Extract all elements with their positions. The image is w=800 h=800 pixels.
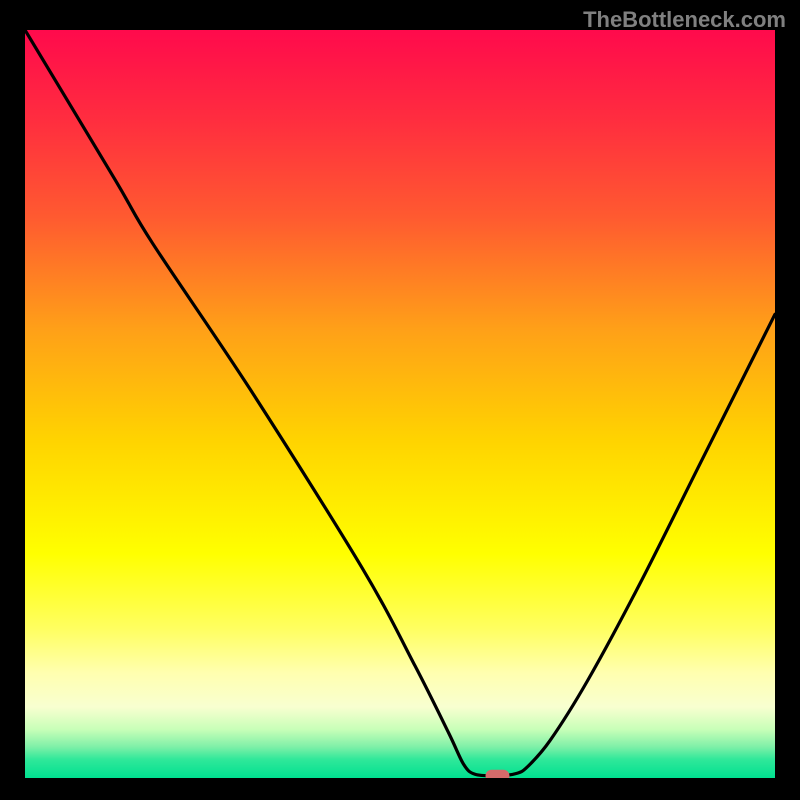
watermark-label: TheBottleneck.com: [583, 7, 786, 33]
bottleneck-curve-chart: [25, 30, 775, 778]
gradient-background: [25, 30, 775, 778]
chart-container: TheBottleneck.com: [0, 0, 800, 800]
optimal-point-marker: [486, 770, 510, 778]
